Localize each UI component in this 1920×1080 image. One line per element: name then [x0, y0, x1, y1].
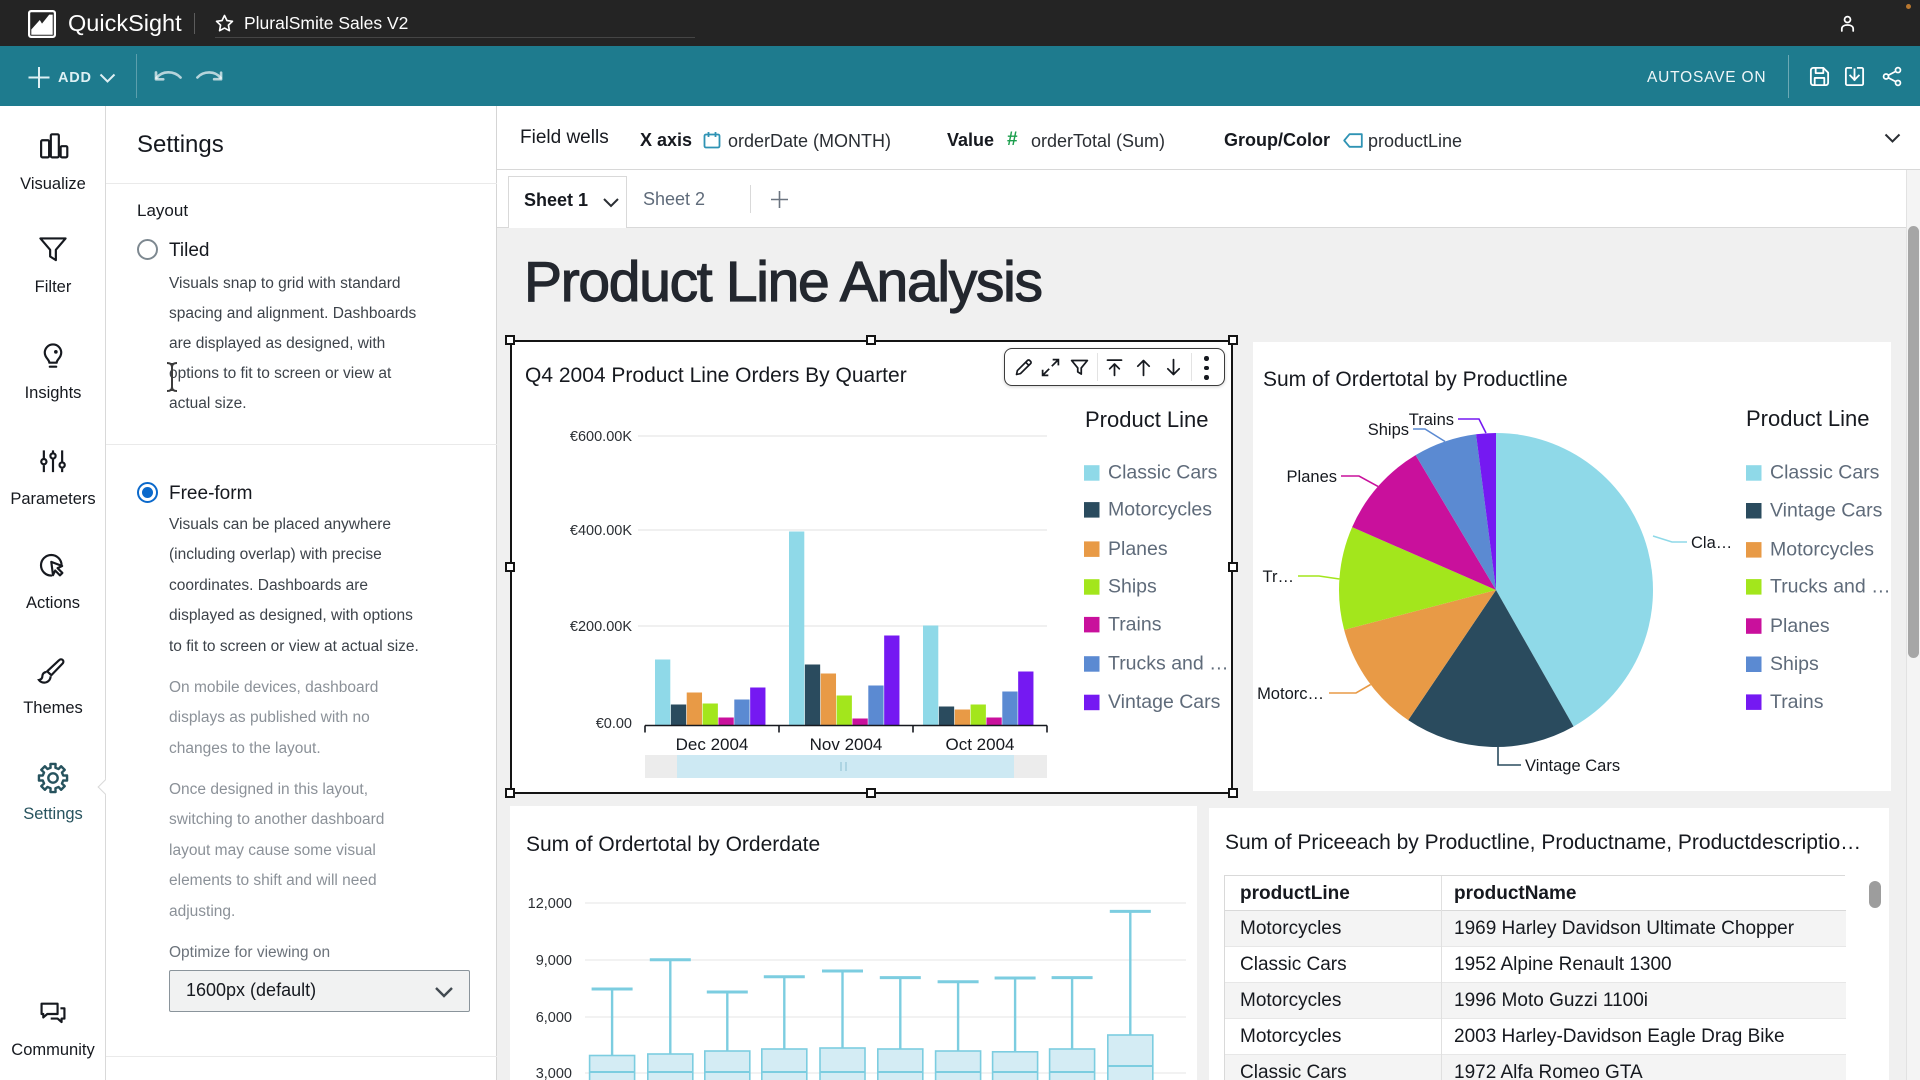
- svg-text:Vintage Cars: Vintage Cars: [1525, 757, 1620, 775]
- svg-text:Planes: Planes: [1287, 468, 1337, 486]
- svg-text:€0.00: €0.00: [596, 716, 632, 732]
- svg-text:Motorc…: Motorc…: [1257, 685, 1324, 703]
- svg-text:Motorcycles: Motorcycles: [1770, 539, 1874, 561]
- svg-text:€200.00K: €200.00K: [570, 619, 632, 635]
- svg-text:Planes: Planes: [1108, 538, 1168, 560]
- svg-text:Ships: Ships: [1770, 653, 1819, 675]
- svg-text:Tr…: Tr…: [1263, 568, 1294, 586]
- svg-text:Planes: Planes: [1770, 615, 1830, 637]
- svg-text:€600.00K: €600.00K: [570, 429, 632, 445]
- svg-text:9,000: 9,000: [536, 953, 572, 969]
- svg-text:Trains: Trains: [1108, 613, 1162, 635]
- svg-text:Trains: Trains: [1770, 691, 1824, 713]
- svg-text:Product Line: Product Line: [1085, 407, 1209, 432]
- svg-text:Cla…: Cla…: [1691, 534, 1732, 552]
- svg-text:Product Line: Product Line: [1746, 406, 1870, 431]
- svg-text:Classic Cars: Classic Cars: [1108, 462, 1218, 484]
- svg-text:6,000: 6,000: [536, 1010, 572, 1026]
- svg-text:Motorcycles: Motorcycles: [1108, 499, 1212, 521]
- svg-text:Dec 2004: Dec 2004: [676, 735, 749, 754]
- svg-text:€400.00K: €400.00K: [570, 523, 632, 539]
- svg-text:Trains: Trains: [1409, 411, 1454, 429]
- svg-text:Nov 2004: Nov 2004: [810, 735, 883, 754]
- svg-text:Trucks and …: Trucks and …: [1108, 653, 1229, 675]
- svg-text:Ships: Ships: [1108, 576, 1157, 598]
- svg-text:Vintage Cars: Vintage Cars: [1108, 691, 1221, 713]
- svg-text:3,000: 3,000: [536, 1066, 572, 1080]
- svg-text:Classic Cars: Classic Cars: [1770, 462, 1880, 484]
- svg-text:Ships: Ships: [1368, 421, 1409, 439]
- svg-text:Oct 2004: Oct 2004: [946, 735, 1015, 754]
- svg-text:Vintage Cars: Vintage Cars: [1770, 500, 1883, 522]
- svg-text:12,000: 12,000: [528, 896, 572, 912]
- svg-text:Trucks and …: Trucks and …: [1770, 576, 1891, 598]
